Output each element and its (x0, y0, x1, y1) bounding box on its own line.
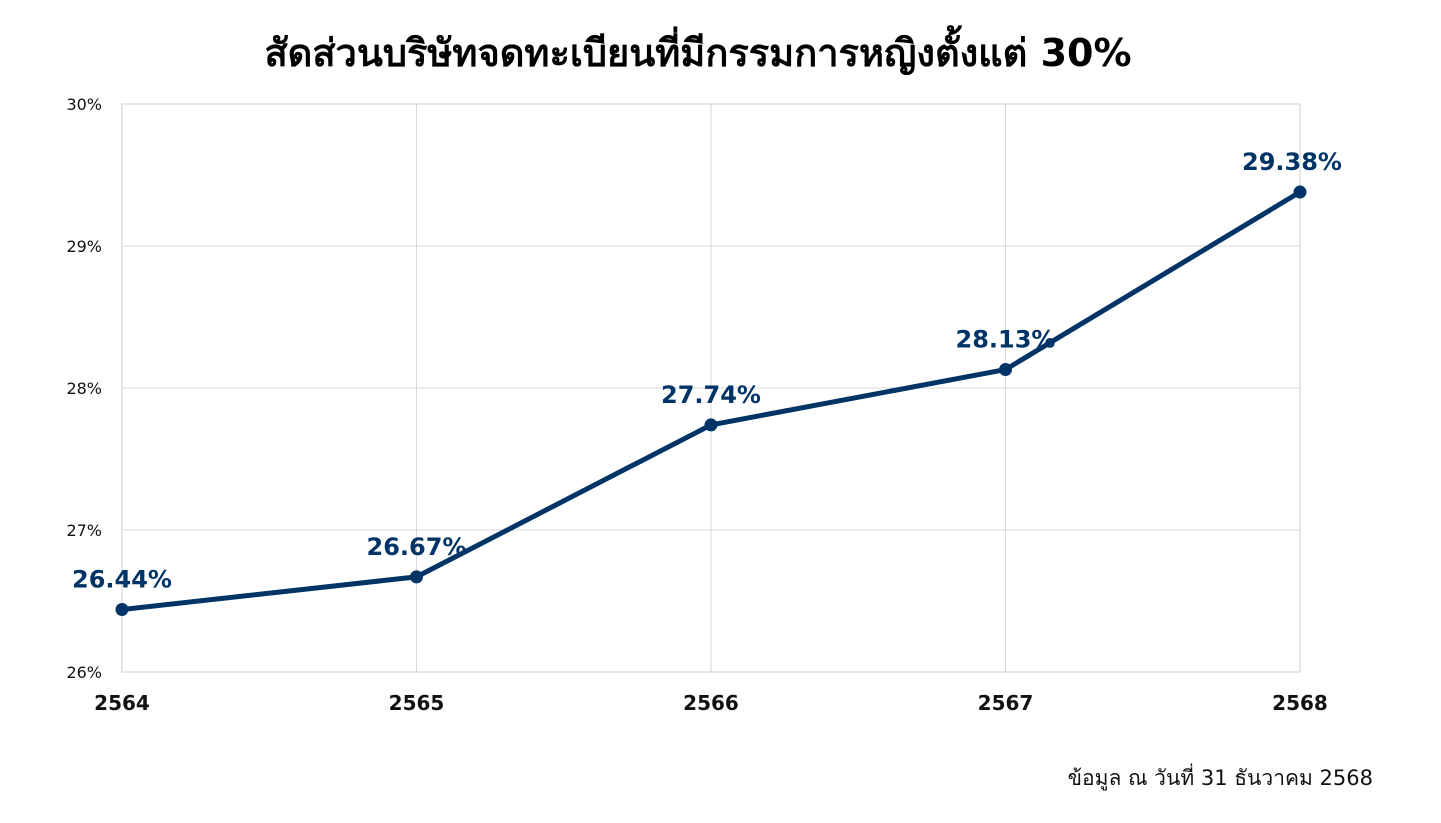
data-label-layer: 26.44% 26.67% 27.74% 28.13% 29.38% (72, 148, 1342, 593)
y-tick-label: 26% (66, 663, 102, 682)
y-tick-label: 28% (66, 379, 102, 398)
x-tick-label: 2564 (94, 691, 150, 715)
data-label: 29.38% (1242, 148, 1342, 176)
data-point (704, 418, 718, 432)
chart-title: สัดส่วนบริษัทจดทะเบียนที่มีกรรมการหญิงตั… (264, 31, 1132, 75)
y-tick-label: 27% (66, 521, 102, 540)
y-tick-label: 29% (66, 237, 102, 256)
series-layer (115, 185, 1307, 617)
data-point (999, 363, 1012, 377)
x-tick-label: 2566 (683, 691, 739, 715)
data-point (1293, 185, 1307, 199)
data-point (115, 603, 129, 617)
data-label: 27.74% (661, 381, 761, 409)
x-tick-label: 2567 (978, 691, 1034, 715)
x-tick-label: 2565 (389, 691, 445, 715)
plot-frame (121, 103, 1301, 673)
source-note: ข้อมูล ณ วันที่ 31 ธันวาคม 2568 (1067, 766, 1373, 790)
data-label: 26.67% (367, 533, 467, 561)
y-tick-label: 30% (66, 95, 102, 114)
data-point (410, 570, 423, 584)
x-tick-label: 2568 (1272, 691, 1328, 715)
data-label: 28.13% (956, 326, 1056, 354)
data-label: 26.44% (72, 566, 172, 594)
axis-layer: 26% 27% 28% 29% 30% 2564 2565 2566 2567 2568 (66, 95, 1327, 715)
